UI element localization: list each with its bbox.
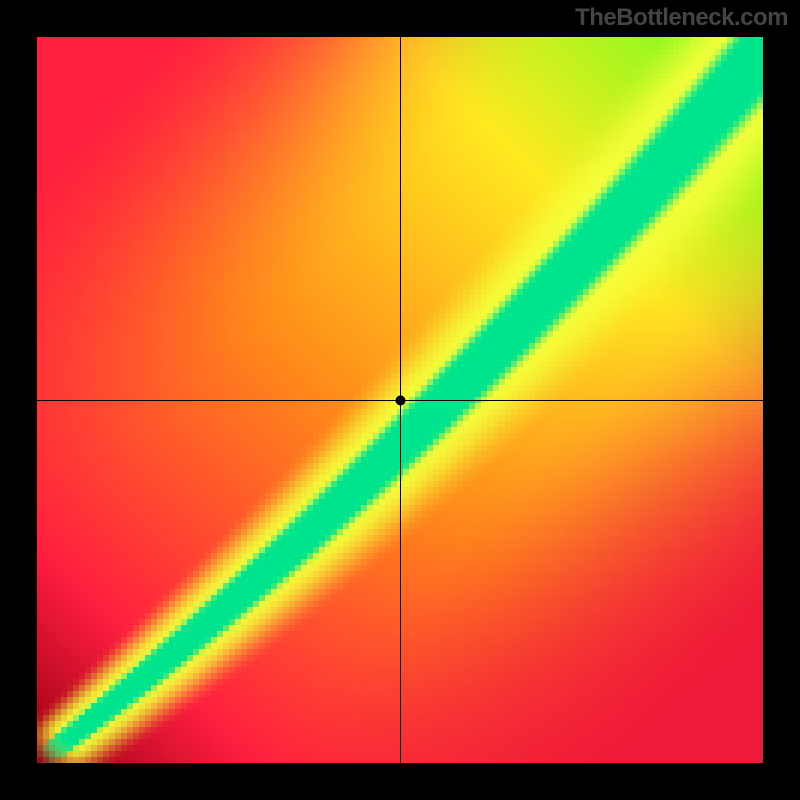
heatmap-canvas	[37, 37, 763, 763]
chart-container: TheBottleneck.com	[0, 0, 800, 800]
watermark: TheBottleneck.com	[575, 4, 788, 32]
